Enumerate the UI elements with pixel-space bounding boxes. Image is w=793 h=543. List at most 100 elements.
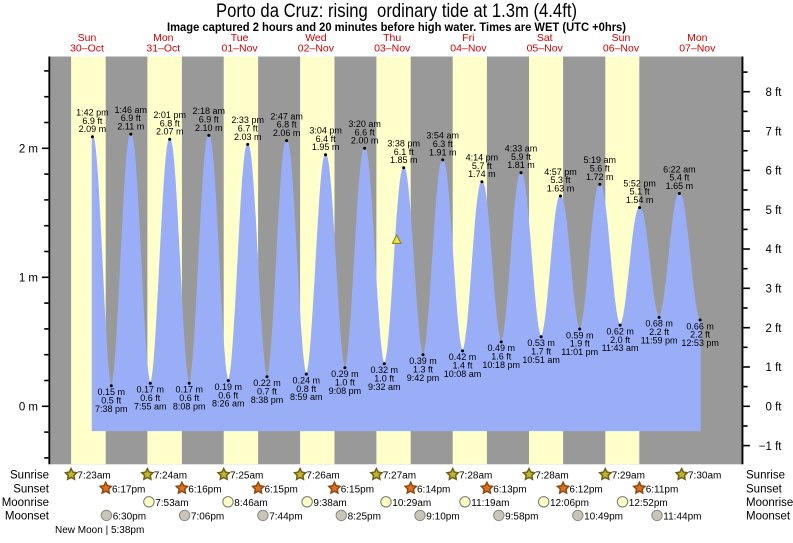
svg-text:8:25pm: 8:25pm bbox=[348, 512, 381, 523]
svg-text:7:44pm: 7:44pm bbox=[269, 512, 302, 523]
svg-text:6:12pm: 6:12pm bbox=[569, 484, 602, 495]
svg-text:6.9 ft: 6.9 ft bbox=[121, 113, 142, 123]
svg-text:4:57 pm: 4:57 pm bbox=[544, 167, 577, 177]
svg-text:Sunrise: Sunrise bbox=[746, 470, 785, 482]
svg-text:0.8 ft: 0.8 ft bbox=[296, 384, 317, 394]
svg-text:3:20 am: 3:20 am bbox=[348, 119, 381, 129]
svg-text:6:15pm: 6:15pm bbox=[265, 484, 298, 495]
svg-text:6.8 ft: 6.8 ft bbox=[277, 120, 298, 130]
svg-text:11:59 pm: 11:59 pm bbox=[641, 336, 678, 346]
svg-text:1.74 m: 1.74 m bbox=[468, 169, 496, 179]
svg-text:6.4 ft: 6.4 ft bbox=[316, 134, 337, 144]
svg-text:0.17 m: 0.17 m bbox=[137, 385, 165, 395]
svg-text:0.39 m: 0.39 m bbox=[409, 356, 437, 366]
svg-text:2:33 pm: 2:33 pm bbox=[231, 115, 264, 125]
svg-text:7:06pm: 7:06pm bbox=[191, 512, 224, 523]
svg-text:1:46 am: 1:46 am bbox=[115, 105, 148, 115]
svg-text:9:32 am: 9:32 am bbox=[368, 382, 401, 392]
svg-text:0.19 m: 0.19 m bbox=[215, 382, 243, 392]
svg-text:5.7 ft: 5.7 ft bbox=[472, 161, 493, 171]
svg-text:31–Oct: 31–Oct bbox=[146, 43, 180, 55]
svg-text:6:14pm: 6:14pm bbox=[417, 484, 450, 495]
svg-text:0.62 m: 0.62 m bbox=[606, 326, 634, 336]
svg-text:5.6 ft: 5.6 ft bbox=[590, 164, 611, 174]
svg-text:12:52pm: 12:52pm bbox=[629, 498, 668, 509]
svg-text:Fri: Fri bbox=[462, 32, 474, 44]
svg-text:7:38 pm: 7:38 pm bbox=[95, 404, 128, 414]
svg-text:2.03 m: 2.03 m bbox=[234, 132, 262, 142]
svg-text:9:58pm: 9:58pm bbox=[505, 512, 538, 523]
svg-text:Wed: Wed bbox=[305, 32, 327, 44]
svg-text:0.15 m: 0.15 m bbox=[98, 387, 126, 397]
svg-text:3 ft: 3 ft bbox=[766, 284, 783, 296]
svg-text:0.17 m: 0.17 m bbox=[175, 385, 203, 395]
svg-text:Sunset: Sunset bbox=[746, 483, 783, 495]
svg-text:0.66 m: 0.66 m bbox=[686, 321, 714, 331]
svg-text:1.0 ft: 1.0 ft bbox=[335, 377, 356, 387]
svg-text:New Moon | 5:38pm: New Moon | 5:38pm bbox=[55, 525, 144, 536]
svg-text:7:28am: 7:28am bbox=[459, 471, 492, 482]
svg-text:0.6 ft: 0.6 ft bbox=[179, 393, 200, 403]
svg-text:10:08 am: 10:08 am bbox=[444, 369, 482, 379]
svg-text:2.0 ft: 2.0 ft bbox=[610, 335, 631, 345]
svg-text:11:19am: 11:19am bbox=[471, 498, 509, 509]
svg-text:02–Nov: 02–Nov bbox=[298, 43, 335, 55]
svg-text:11:44pm: 11:44pm bbox=[663, 512, 701, 523]
svg-text:1.91 m: 1.91 m bbox=[429, 147, 457, 157]
svg-text:1:42 pm: 1:42 pm bbox=[76, 108, 109, 118]
svg-text:6.9 ft: 6.9 ft bbox=[82, 116, 103, 126]
svg-text:8:46am: 8:46am bbox=[234, 498, 267, 509]
svg-text:11:43 am: 11:43 am bbox=[602, 343, 639, 353]
svg-text:10:29am: 10:29am bbox=[392, 498, 431, 509]
svg-text:0.53 m: 0.53 m bbox=[527, 338, 555, 348]
svg-text:2.07 m: 2.07 m bbox=[156, 127, 184, 137]
svg-text:7:29am: 7:29am bbox=[612, 471, 645, 482]
svg-text:6:22 am: 6:22 am bbox=[663, 164, 696, 174]
svg-text:6.6 ft: 6.6 ft bbox=[355, 127, 376, 137]
svg-text:2.2 ft: 2.2 ft bbox=[690, 330, 711, 340]
svg-text:1.0 ft: 1.0 ft bbox=[374, 374, 395, 384]
svg-text:2 m: 2 m bbox=[19, 144, 38, 156]
svg-text:1 m: 1 m bbox=[19, 273, 38, 285]
svg-text:0.68 m: 0.68 m bbox=[645, 319, 673, 329]
svg-text:6:15pm: 6:15pm bbox=[341, 484, 374, 495]
svg-text:5.3 ft: 5.3 ft bbox=[550, 175, 571, 185]
svg-text:Moonrise: Moonrise bbox=[746, 497, 793, 509]
svg-text:Sunset: Sunset bbox=[13, 483, 50, 495]
svg-text:0.29 m: 0.29 m bbox=[331, 369, 359, 379]
svg-text:Porto da Cruz: rising ordinar: Porto da Cruz: rising ordinary tide at 1… bbox=[216, 1, 577, 22]
svg-text:1.4 ft: 1.4 ft bbox=[452, 361, 473, 371]
svg-text:1.7 ft: 1.7 ft bbox=[531, 346, 552, 356]
svg-text:04–Nov: 04–Nov bbox=[450, 43, 487, 55]
svg-text:0.42 m: 0.42 m bbox=[449, 352, 477, 362]
svg-text:12:53 pm: 12:53 pm bbox=[681, 338, 719, 348]
svg-text:2:18 am: 2:18 am bbox=[193, 106, 226, 116]
svg-text:−1 ft: −1 ft bbox=[759, 441, 783, 453]
svg-text:8:59 am: 8:59 am bbox=[290, 392, 323, 402]
svg-text:10:18 pm: 10:18 pm bbox=[482, 360, 520, 370]
svg-text:5 ft: 5 ft bbox=[766, 205, 783, 217]
svg-text:Mon: Mon bbox=[687, 32, 708, 44]
svg-text:5:19 am: 5:19 am bbox=[584, 155, 617, 165]
svg-text:0.7 ft: 0.7 ft bbox=[257, 386, 278, 396]
svg-text:1.81 m: 1.81 m bbox=[507, 160, 535, 170]
svg-text:2.11 m: 2.11 m bbox=[117, 122, 144, 132]
svg-text:Thu: Thu bbox=[383, 32, 401, 44]
svg-text:12:06pm: 12:06pm bbox=[550, 498, 589, 509]
svg-text:5.9 ft: 5.9 ft bbox=[511, 152, 532, 162]
svg-text:9:42 pm: 9:42 pm bbox=[407, 373, 440, 383]
svg-text:1 ft: 1 ft bbox=[766, 362, 783, 374]
svg-text:0.5 ft: 0.5 ft bbox=[101, 395, 122, 405]
svg-text:5:52 pm: 5:52 pm bbox=[623, 178, 656, 188]
svg-text:7:26am: 7:26am bbox=[306, 471, 339, 482]
svg-text:1.3 ft: 1.3 ft bbox=[413, 365, 434, 375]
svg-text:9:38am: 9:38am bbox=[313, 498, 346, 509]
svg-text:Sun: Sun bbox=[78, 32, 97, 44]
svg-text:5.4 ft: 5.4 ft bbox=[669, 173, 690, 183]
svg-text:11:01 pm: 11:01 pm bbox=[561, 347, 598, 357]
svg-text:Sat: Sat bbox=[537, 32, 553, 44]
svg-text:1.65 m: 1.65 m bbox=[666, 181, 694, 191]
svg-text:1.9 ft: 1.9 ft bbox=[570, 339, 591, 349]
svg-text:0.32 m: 0.32 m bbox=[371, 365, 399, 375]
svg-text:06–Nov: 06–Nov bbox=[603, 43, 640, 55]
